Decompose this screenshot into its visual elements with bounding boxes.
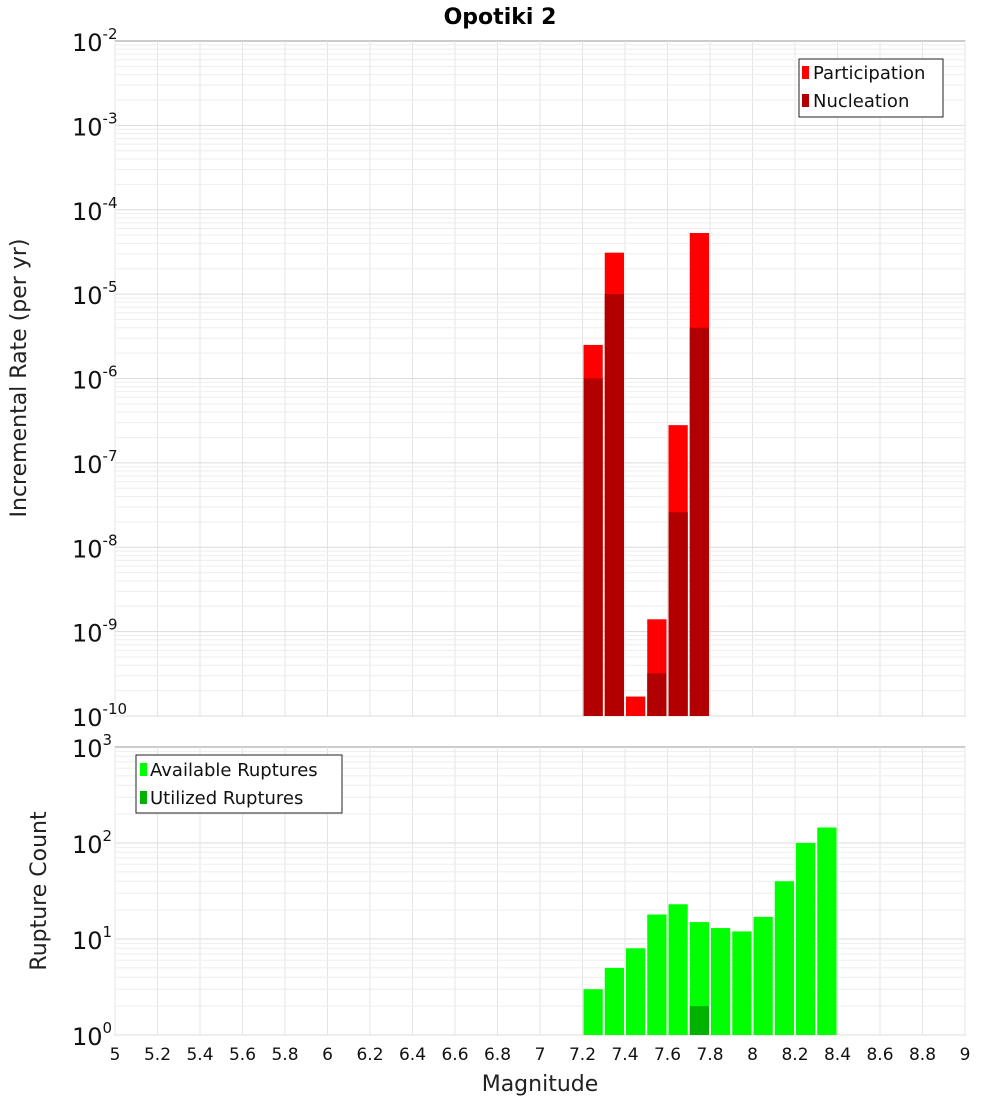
x-tick-label: 6.6 bbox=[441, 1045, 468, 1065]
x-tick-label: 8.2 bbox=[781, 1045, 808, 1065]
x-tick-label: 8.8 bbox=[909, 1045, 936, 1065]
x-tick-label: 6 bbox=[322, 1045, 333, 1065]
x-tick-label: 8.6 bbox=[866, 1045, 893, 1065]
x-tick-labels: 5 5.2 5.4 5.6 5.8 6 6.2 6.4 6.6 6.8 7 7.2 7.4 7.6 7.8 8… bbox=[110, 1045, 971, 1065]
y-tick-label: 10-9 bbox=[72, 616, 118, 648]
legend-swatch-available bbox=[140, 763, 147, 776]
legend-label-utilized: Utilized Ruptures bbox=[150, 788, 303, 809]
bar bbox=[689, 327, 709, 716]
x-tick-label: 5.4 bbox=[186, 1045, 213, 1065]
y-tick-label: 10-10 bbox=[72, 700, 127, 732]
legend-label-available: Available Ruptures bbox=[150, 760, 318, 781]
x-tick-label: 6.8 bbox=[484, 1045, 511, 1065]
top-y-axis-label: Incremental Rate (per yr) bbox=[7, 239, 32, 518]
x-tick-label: 5 bbox=[110, 1045, 121, 1065]
y-tick-label: 10-8 bbox=[72, 531, 118, 563]
bar bbox=[626, 696, 646, 716]
x-tick-label: 8 bbox=[747, 1045, 758, 1065]
top-bars bbox=[583, 233, 709, 716]
bottom-gridlines bbox=[114, 747, 966, 1036]
bar bbox=[753, 916, 773, 1035]
x-tick-label: 5.2 bbox=[144, 1045, 171, 1065]
x-tick-label: 8.4 bbox=[824, 1045, 851, 1065]
bar bbox=[626, 948, 646, 1035]
y-tick-label: 10-2 bbox=[72, 25, 118, 57]
bar bbox=[817, 827, 837, 1035]
x-tick-label: 7.4 bbox=[611, 1045, 638, 1065]
y-tick-label: 10-4 bbox=[72, 194, 118, 226]
x-tick-label: 7.6 bbox=[654, 1045, 681, 1065]
y-tick-label: 100 bbox=[72, 1019, 112, 1051]
bar bbox=[668, 512, 688, 716]
x-tick-label: 7 bbox=[535, 1045, 546, 1065]
bar bbox=[732, 931, 752, 1035]
legend-swatch-utilized bbox=[140, 791, 147, 804]
bar bbox=[604, 967, 624, 1035]
bottom-panel: 100 101 102 103 5 5.2 5.4 5.6 5.8 6 6.2 6.4 6.6 6.8 7… bbox=[27, 731, 970, 1097]
bar bbox=[668, 904, 688, 1035]
top-y-tick-labels: 10-10 10-9 10-8 10-7 10-6 10-5 10-4 10-3 10-2 bbox=[72, 25, 127, 732]
bar bbox=[647, 673, 667, 716]
bottom-legend-box bbox=[135, 754, 343, 814]
x-tick-label: 5.6 bbox=[229, 1045, 256, 1065]
bottom-y-axis-label: Rupture Count bbox=[27, 811, 52, 971]
x-tick-label: 7.8 bbox=[696, 1045, 723, 1065]
y-tick-label: 10-6 bbox=[72, 363, 118, 395]
y-tick-label: 10-3 bbox=[72, 109, 118, 141]
bar bbox=[689, 1006, 709, 1035]
top-panel: 10-10 10-9 10-8 10-7 10-6 10-5 10-4 10-3 10-2 In… bbox=[7, 25, 966, 732]
y-tick-label: 102 bbox=[72, 827, 112, 859]
x-tick-label: 6.2 bbox=[356, 1045, 383, 1065]
bar bbox=[647, 914, 667, 1035]
bottom-legend: Available Ruptures Utilized Ruptures bbox=[135, 754, 343, 814]
bar bbox=[583, 378, 603, 716]
top-gridlines bbox=[114, 41, 966, 717]
x-tick-label: 6.4 bbox=[399, 1045, 426, 1065]
legend-label-nucleation: Nucleation bbox=[813, 91, 909, 112]
y-tick-label: 10-7 bbox=[72, 447, 118, 479]
bar bbox=[774, 881, 794, 1035]
bar bbox=[583, 989, 603, 1035]
y-tick-label: 103 bbox=[72, 731, 112, 763]
top-legend-box bbox=[798, 58, 944, 118]
chart-title: Opotiki 2 bbox=[444, 5, 557, 30]
y-tick-label: 10-5 bbox=[72, 278, 118, 310]
bar bbox=[604, 294, 624, 716]
top-legend: Participation Nucleation bbox=[798, 58, 944, 118]
y-tick-label: 101 bbox=[72, 923, 112, 955]
x-tick-label: 9 bbox=[960, 1045, 971, 1065]
legend-label-participation: Participation bbox=[813, 63, 925, 84]
bar bbox=[796, 843, 816, 1035]
bottom-bars bbox=[583, 827, 837, 1035]
legend-swatch-participation bbox=[802, 66, 809, 79]
x-tick-label: 5.8 bbox=[271, 1045, 298, 1065]
x-axis-label: Magnitude bbox=[482, 1072, 599, 1097]
bar bbox=[711, 928, 731, 1035]
legend-swatch-nucleation bbox=[802, 94, 809, 107]
bottom-y-tick-labels: 100 101 102 103 bbox=[72, 731, 112, 1051]
x-tick-label: 7.2 bbox=[569, 1045, 596, 1065]
